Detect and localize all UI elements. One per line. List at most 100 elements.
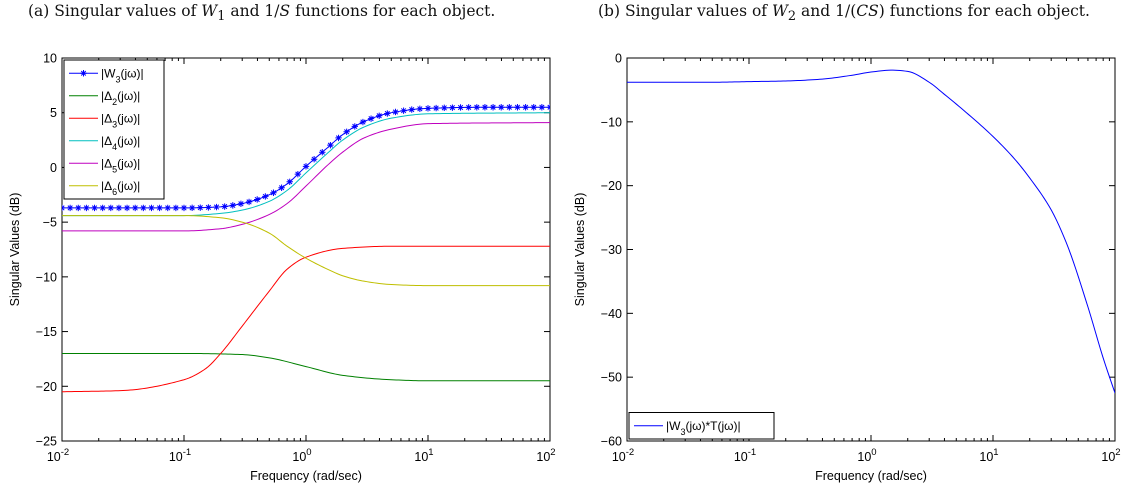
series-line-2 bbox=[62, 352, 550, 382]
y-tick-label: 10 bbox=[43, 52, 57, 66]
series-marker bbox=[132, 204, 139, 212]
series-marker bbox=[262, 193, 269, 200]
caption-a-label: (a) bbox=[28, 2, 50, 20]
y-tick-label: 0 bbox=[615, 52, 622, 66]
plot-series-group bbox=[627, 69, 1115, 394]
series-marker bbox=[441, 104, 448, 112]
series-marker bbox=[62, 204, 66, 212]
series-marker bbox=[367, 115, 375, 122]
x-tick-label: 10-2 bbox=[47, 447, 69, 464]
series-marker bbox=[188, 204, 196, 212]
series-marker bbox=[270, 189, 277, 196]
caption-b: (b) Singular values of W2 and 1/(CS) fun… bbox=[598, 2, 1090, 24]
x-tick-label: 10-1 bbox=[169, 447, 191, 464]
series-line-1 bbox=[627, 69, 1115, 394]
series-marker bbox=[359, 118, 367, 126]
series-marker bbox=[498, 104, 505, 111]
caption-a-pre: Singular values of bbox=[54, 2, 202, 20]
y-tick-label: 0 bbox=[50, 161, 57, 175]
y-tick-label: −30 bbox=[601, 243, 622, 257]
caption-b-post: ) functions for each object. bbox=[878, 2, 1090, 20]
caption-a-sym2: S bbox=[279, 2, 291, 20]
plot-area bbox=[626, 57, 1116, 442]
y-tick-label: −15 bbox=[36, 325, 57, 339]
x-axis-title: Frequency (rad/sec) bbox=[250, 469, 362, 483]
series-marker bbox=[514, 104, 521, 111]
series-marker bbox=[538, 104, 546, 111]
caption-b-pre: Singular values of bbox=[624, 2, 772, 20]
series-marker bbox=[229, 202, 236, 209]
series-marker bbox=[205, 204, 212, 211]
series-marker bbox=[254, 196, 261, 203]
series-marker bbox=[148, 204, 155, 212]
series-marker bbox=[75, 204, 82, 212]
series-marker bbox=[221, 203, 228, 210]
series-marker bbox=[140, 204, 147, 212]
legend-label: |Δ6(jω)| bbox=[101, 179, 140, 197]
y-tick-label: −10 bbox=[601, 115, 622, 129]
legend-label: |W3(jω)| bbox=[101, 66, 144, 84]
series-marker bbox=[294, 170, 302, 178]
legend-label: |Δ3(jω)| bbox=[101, 111, 140, 129]
series-marker bbox=[83, 204, 90, 212]
series-marker bbox=[286, 178, 293, 185]
x-axis-title: Frequency (rad/sec) bbox=[815, 469, 927, 483]
series-line-3 bbox=[62, 245, 550, 393]
legend: |W3(jω)*T(jω)| bbox=[628, 412, 775, 440]
series-marker bbox=[546, 104, 550, 111]
series-marker bbox=[416, 105, 424, 113]
y-tick-label: −50 bbox=[601, 371, 622, 385]
caption-a: (a) Singular values of W1 and 1/S functi… bbox=[28, 2, 495, 24]
series-line-6 bbox=[62, 215, 550, 287]
caption-b-sym1: W bbox=[771, 2, 788, 20]
series-marker bbox=[465, 104, 472, 111]
series-marker bbox=[335, 134, 342, 142]
series-marker bbox=[522, 104, 529, 111]
y-tick-label: −40 bbox=[601, 307, 622, 321]
series-marker bbox=[481, 104, 489, 111]
series-marker bbox=[66, 204, 74, 212]
series-marker bbox=[245, 198, 253, 206]
legend-label: |Δ5(jω)| bbox=[101, 156, 140, 174]
series-marker bbox=[164, 204, 171, 212]
x-tick-label: 102 bbox=[536, 447, 555, 464]
plot-series-group bbox=[62, 104, 550, 393]
y-axis-title: Singular Values (dB) bbox=[8, 193, 22, 307]
series-marker bbox=[327, 141, 334, 149]
series-marker bbox=[172, 204, 180, 212]
x-tick-label: 100 bbox=[857, 447, 876, 464]
series-line-5 bbox=[62, 122, 550, 232]
legend: |W3(jω)| |Δ2(jω)| |Δ3(jω)| |Δ4(jω)| |Δ5(jω)|… bbox=[63, 59, 165, 200]
series-marker bbox=[197, 204, 204, 211]
caption-b-sub1: 2 bbox=[787, 9, 797, 25]
series-marker bbox=[343, 128, 350, 135]
y-tick-label: −20 bbox=[36, 380, 57, 394]
series-marker bbox=[156, 204, 163, 212]
y-tick-label: −10 bbox=[36, 270, 57, 284]
series-marker bbox=[424, 105, 432, 112]
legend-label: |W3(jω)*T(jω)| bbox=[666, 419, 741, 437]
y-tick-label: −25 bbox=[36, 435, 57, 449]
series-marker bbox=[302, 163, 310, 170]
y-axis-title: Singular Values (dB) bbox=[573, 193, 587, 307]
caption-a-sym1: W bbox=[201, 2, 218, 20]
series-marker bbox=[213, 203, 220, 211]
legend-label: |Δ4(jω)| bbox=[101, 134, 140, 152]
series-marker bbox=[91, 204, 98, 212]
caption-b-label: (b) bbox=[598, 2, 621, 20]
legend-label: |Δ2(jω)| bbox=[101, 89, 140, 107]
x-tick-label: 101 bbox=[414, 447, 433, 464]
caption-a-sub1: 1 bbox=[217, 9, 226, 25]
series-marker bbox=[123, 204, 131, 212]
series-marker bbox=[449, 104, 456, 111]
caption-a-post: functions for each object. bbox=[290, 2, 496, 20]
y-tick-label: −5 bbox=[43, 216, 57, 230]
x-tick-label: 102 bbox=[1101, 447, 1120, 464]
y-tick-label: −20 bbox=[601, 179, 622, 193]
series-marker bbox=[278, 184, 285, 191]
series-marker bbox=[384, 110, 391, 117]
series-marker bbox=[351, 123, 358, 130]
legend-box bbox=[63, 59, 165, 200]
chart-1: 10-2 10-1 100 101 102 −25 −20 −15 −10 −5 0 5 10 Frequ… bbox=[8, 52, 556, 484]
